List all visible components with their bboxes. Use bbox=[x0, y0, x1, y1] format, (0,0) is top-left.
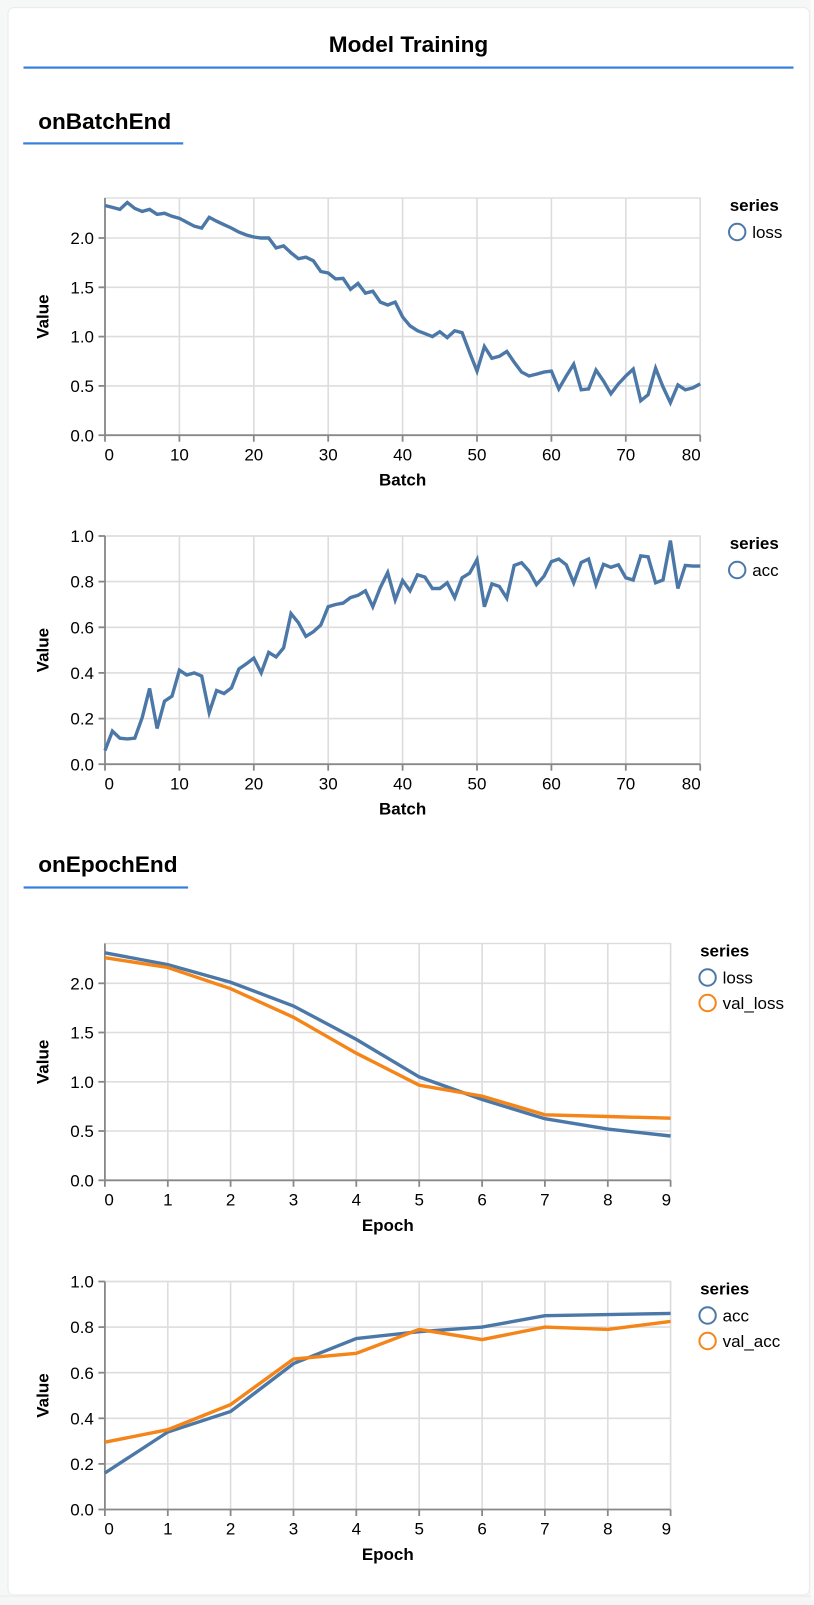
svg-text:0.8: 0.8 bbox=[70, 573, 94, 592]
svg-text:series: series bbox=[700, 1280, 749, 1299]
svg-text:1.0: 1.0 bbox=[70, 527, 94, 546]
svg-text:1.0: 1.0 bbox=[70, 1073, 94, 1092]
svg-text:8: 8 bbox=[603, 1520, 612, 1539]
svg-text:0.2: 0.2 bbox=[70, 710, 94, 729]
svg-text:0.4: 0.4 bbox=[70, 1409, 94, 1428]
svg-text:0: 0 bbox=[105, 774, 114, 793]
svg-text:40: 40 bbox=[393, 774, 412, 793]
svg-text:Model Training: Model Training bbox=[329, 32, 488, 57]
svg-text:0.0: 0.0 bbox=[70, 755, 94, 774]
svg-text:0: 0 bbox=[104, 1520, 113, 1539]
svg-text:80: 80 bbox=[682, 445, 701, 464]
svg-text:3: 3 bbox=[289, 1520, 298, 1539]
svg-text:0.4: 0.4 bbox=[70, 664, 94, 683]
svg-text:0: 0 bbox=[104, 1191, 113, 1210]
svg-text:series: series bbox=[730, 196, 779, 215]
svg-text:val_loss: val_loss bbox=[723, 994, 784, 1013]
svg-text:Value: Value bbox=[34, 294, 53, 338]
svg-text:5: 5 bbox=[414, 1191, 423, 1210]
svg-text:1.5: 1.5 bbox=[70, 278, 94, 297]
svg-text:10: 10 bbox=[170, 774, 189, 793]
svg-text:onEpochEnd: onEpochEnd bbox=[38, 852, 177, 877]
svg-text:onBatchEnd: onBatchEnd bbox=[38, 109, 171, 134]
svg-text:acc: acc bbox=[723, 1307, 750, 1326]
svg-text:Value: Value bbox=[34, 628, 53, 672]
svg-text:loss: loss bbox=[723, 969, 753, 988]
svg-text:acc: acc bbox=[752, 561, 779, 580]
svg-text:20: 20 bbox=[244, 774, 263, 793]
svg-text:series: series bbox=[730, 534, 779, 553]
svg-text:0.6: 0.6 bbox=[70, 1364, 94, 1383]
svg-text:Value: Value bbox=[34, 1040, 53, 1084]
svg-text:1.5: 1.5 bbox=[70, 1024, 94, 1043]
svg-text:series: series bbox=[700, 942, 749, 961]
svg-text:Value: Value bbox=[34, 1373, 53, 1417]
svg-text:loss: loss bbox=[752, 223, 782, 242]
svg-text:Batch: Batch bbox=[379, 471, 426, 490]
svg-text:2.0: 2.0 bbox=[70, 229, 94, 248]
svg-text:60: 60 bbox=[542, 774, 561, 793]
svg-text:6: 6 bbox=[477, 1520, 486, 1539]
svg-text:10: 10 bbox=[170, 445, 189, 464]
svg-text:1: 1 bbox=[163, 1520, 172, 1539]
svg-text:0.8: 0.8 bbox=[70, 1318, 94, 1337]
svg-text:5: 5 bbox=[414, 1520, 423, 1539]
svg-text:2.0: 2.0 bbox=[70, 974, 94, 993]
svg-text:50: 50 bbox=[468, 774, 487, 793]
svg-text:2: 2 bbox=[226, 1520, 235, 1539]
svg-text:0.5: 0.5 bbox=[70, 377, 94, 396]
svg-text:0.0: 0.0 bbox=[70, 1501, 94, 1520]
svg-text:0.0: 0.0 bbox=[70, 1171, 94, 1190]
svg-text:3: 3 bbox=[289, 1191, 298, 1210]
svg-text:30: 30 bbox=[319, 445, 338, 464]
svg-text:0.5: 0.5 bbox=[70, 1122, 94, 1141]
svg-text:0.6: 0.6 bbox=[70, 618, 94, 637]
svg-text:2: 2 bbox=[226, 1191, 235, 1210]
svg-text:Epoch: Epoch bbox=[362, 1545, 414, 1564]
svg-text:9: 9 bbox=[662, 1520, 671, 1539]
svg-text:4: 4 bbox=[352, 1520, 361, 1539]
svg-text:8: 8 bbox=[603, 1191, 612, 1210]
svg-text:6: 6 bbox=[477, 1191, 486, 1210]
svg-text:Epoch: Epoch bbox=[362, 1216, 414, 1235]
svg-text:val_acc: val_acc bbox=[723, 1332, 781, 1351]
svg-text:0.2: 0.2 bbox=[70, 1455, 94, 1474]
svg-text:4: 4 bbox=[352, 1191, 361, 1210]
svg-text:70: 70 bbox=[616, 774, 635, 793]
svg-text:70: 70 bbox=[616, 445, 635, 464]
svg-text:0: 0 bbox=[105, 445, 114, 464]
svg-text:0.0: 0.0 bbox=[70, 426, 94, 445]
svg-text:40: 40 bbox=[393, 445, 412, 464]
svg-text:Batch: Batch bbox=[379, 800, 426, 819]
svg-text:9: 9 bbox=[662, 1191, 671, 1210]
svg-text:1.0: 1.0 bbox=[70, 1273, 94, 1292]
svg-text:80: 80 bbox=[682, 774, 701, 793]
svg-text:1: 1 bbox=[163, 1191, 172, 1210]
svg-text:7: 7 bbox=[540, 1520, 549, 1539]
svg-text:1.0: 1.0 bbox=[70, 328, 94, 347]
svg-text:50: 50 bbox=[468, 445, 487, 464]
svg-text:30: 30 bbox=[319, 774, 338, 793]
svg-text:60: 60 bbox=[542, 445, 561, 464]
svg-text:7: 7 bbox=[540, 1191, 549, 1210]
svg-text:20: 20 bbox=[244, 445, 263, 464]
